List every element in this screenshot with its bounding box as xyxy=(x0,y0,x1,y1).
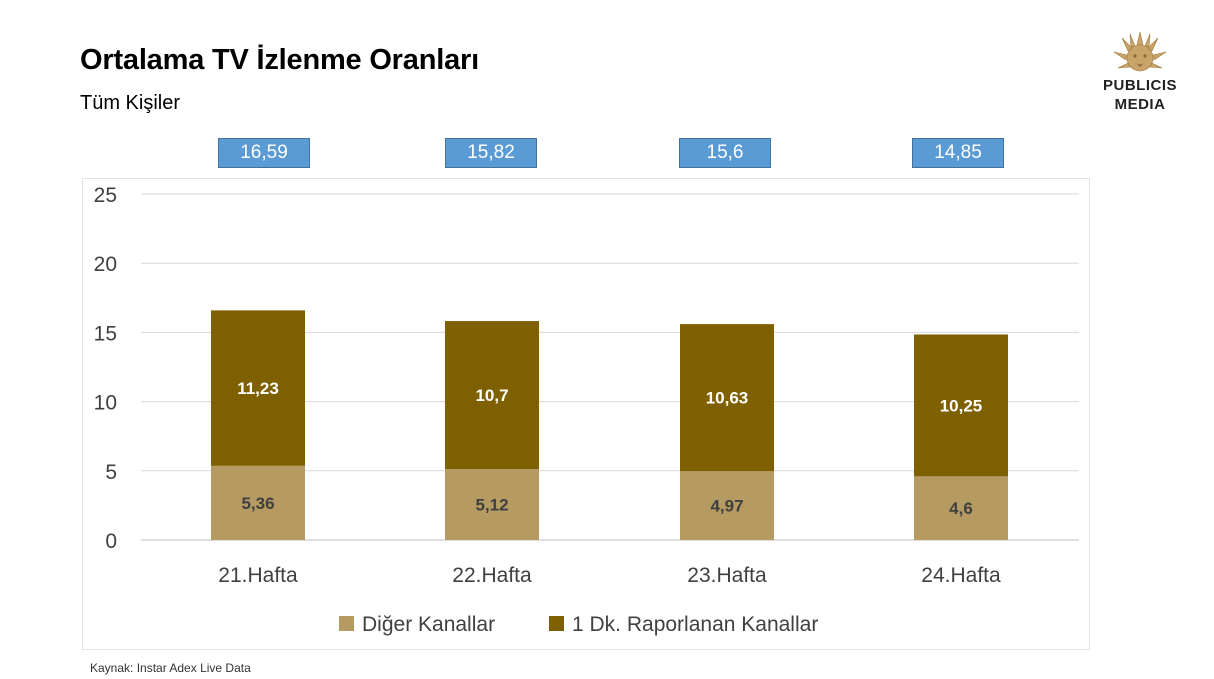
data-label: 4,6 xyxy=(949,499,973,518)
y-tick-label: 0 xyxy=(105,530,117,553)
legend-swatch xyxy=(339,616,354,631)
data-label: 5,36 xyxy=(241,494,274,513)
chart-subtitle: Tüm Kişiler xyxy=(80,92,181,114)
data-label: 4,97 xyxy=(710,497,743,516)
y-tick-label: 5 xyxy=(105,461,117,484)
chart-area xyxy=(82,178,1090,650)
legend-label: Diğer Kanallar xyxy=(362,613,495,636)
bar-segment xyxy=(445,321,539,470)
bar-segment xyxy=(914,476,1008,540)
data-label: 10,7 xyxy=(475,386,508,405)
bar-segment xyxy=(211,465,305,540)
source-note: Kaynak: Instar Adex Live Data xyxy=(90,661,251,675)
publicis-media-logo: PUBLICIS MEDIA xyxy=(1088,28,1192,118)
total-label-week-22: 15,82 xyxy=(445,138,537,168)
x-tick-label: 23.Hafta xyxy=(687,564,767,587)
lion-emblem-icon xyxy=(1113,31,1167,72)
x-tick-label: 22.Hafta xyxy=(452,564,532,587)
bar-segment xyxy=(680,324,774,472)
x-tick-label: 24.Hafta xyxy=(921,564,1001,587)
bar-segment xyxy=(914,334,1008,477)
data-label: 10,25 xyxy=(940,396,983,415)
logo-text-media: MEDIA xyxy=(1114,96,1166,113)
total-label-week-23: 15,6 xyxy=(679,138,771,168)
chart-title: Ortalama TV İzlenme Oranları xyxy=(80,44,479,76)
bar-segment xyxy=(211,310,305,466)
data-label: 10,63 xyxy=(706,389,749,408)
y-tick-label: 10 xyxy=(94,392,117,415)
legend-label: 1 Dk. Raporlanan Kanallar xyxy=(572,613,818,636)
total-label-week-21: 16,59 xyxy=(218,138,310,168)
bar-segment xyxy=(445,469,539,540)
total-label-week-24: 14,85 xyxy=(912,138,1004,168)
data-label: 5,12 xyxy=(475,496,508,515)
x-tick-label: 21.Hafta xyxy=(218,564,298,587)
bar-segment xyxy=(680,471,774,540)
legend-swatch xyxy=(549,616,564,631)
y-tick-label: 15 xyxy=(94,322,117,345)
y-tick-label: 25 xyxy=(94,184,117,207)
data-label: 11,23 xyxy=(237,379,279,398)
y-tick-label: 20 xyxy=(94,253,117,276)
logo-text-publicis: PUBLICIS xyxy=(1102,77,1177,94)
